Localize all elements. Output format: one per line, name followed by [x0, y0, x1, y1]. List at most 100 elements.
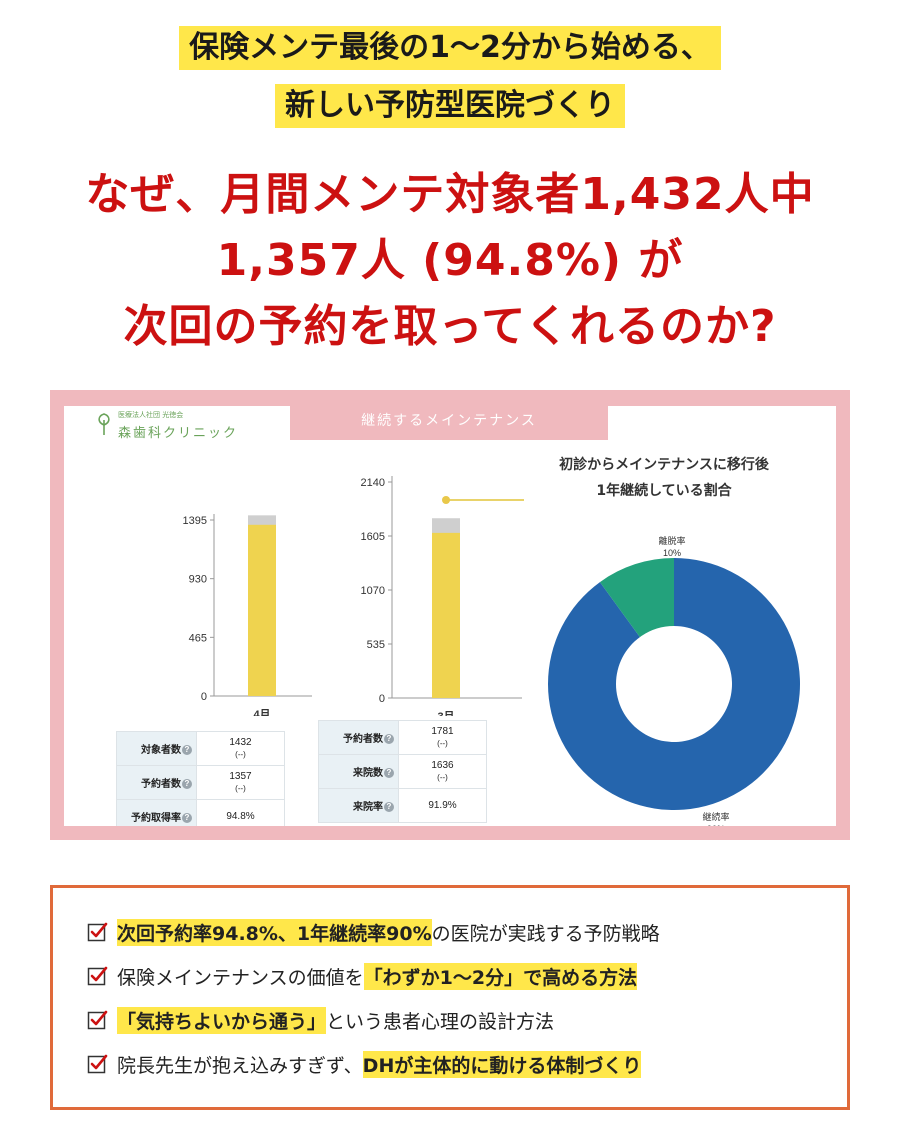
pie-title: 初診からメインテナンスに移行後 1年継続している割合	[514, 452, 814, 504]
feature-list-box: 次回予約率94.8%、1年継続率90% の医院が実践する予防戦略 保険メインテナン…	[50, 885, 850, 1110]
y-tick-label: 465	[189, 632, 207, 644]
stats-row: 来院率? 91.9%	[318, 788, 487, 823]
stats-label: 予約者数?	[318, 720, 399, 755]
checkbox-checked-icon	[87, 966, 108, 986]
stats-value: 1432 (--)	[196, 731, 285, 766]
april-bar-chart: 1395 930 465 0 4月	[174, 496, 314, 716]
y-tick-label: 535	[367, 639, 385, 651]
stats-value: 1781 (--)	[398, 720, 487, 755]
clinic-corp-name: 医療法人社団 光徳会	[118, 411, 184, 419]
y-tick-label: 1395	[183, 515, 207, 527]
retention-donut-chart: 離脱率 10% 継続率 90%	[548, 535, 800, 826]
dashboard-card: 継続するメインテナンス 医療法人社団 光徳会 森歯科クリニック 1395 930 4…	[64, 406, 836, 826]
stats-label-text: 来院数	[353, 768, 383, 779]
stats-label-text: 来院率	[353, 802, 383, 813]
stats-row: 予約取得率? 94.8%	[116, 799, 285, 826]
stats-row: 対象者数? 1432 (--)	[116, 731, 285, 766]
help-icon[interactable]: ?	[384, 802, 394, 813]
feature-text: 保険メインテナンスの価値を	[117, 966, 364, 989]
headline-line-1: なぜ、月間メンテ対象者1,432人中	[85, 169, 815, 220]
churn-value: 10%	[663, 548, 681, 558]
stats-value-text: 1357	[229, 770, 252, 782]
subtitle-line-2: 新しい予防型医院づくり	[0, 84, 900, 128]
stats-label-text: 予約者数	[343, 734, 383, 745]
y-tick-label: 0	[379, 693, 385, 705]
stats-label: 予約取得率?	[116, 799, 197, 826]
feature-text: という患者心理の設計方法	[326, 1010, 555, 1033]
y-tick-label: 2140	[361, 477, 385, 489]
feature-item-3: 「気持ちよいから通う」 という患者心理の設計方法	[87, 1004, 554, 1036]
donut-slice-churn	[599, 558, 674, 638]
churn-label: 離脱率	[658, 535, 685, 546]
checkbox-checked-icon	[87, 922, 108, 942]
y-tick-label: 0	[201, 691, 207, 703]
help-icon[interactable]: ?	[182, 813, 192, 824]
feature-highlight-text: DHが主体的に動ける体制づくり	[362, 1050, 642, 1078]
march-bar-chart: 2140 1605 1070 535 0 3月	[354, 472, 524, 716]
stats-value-text: 1636	[431, 759, 454, 771]
pie-title-line-1: 初診からメインテナンスに移行後	[559, 457, 769, 473]
april-chart-svg: 1395 930 465 0 4月	[183, 514, 312, 716]
retain-label: 継続率	[702, 811, 729, 822]
help-icon[interactable]: ?	[182, 779, 192, 790]
donut-slice-retain	[548, 558, 800, 810]
help-icon[interactable]: ?	[182, 745, 192, 756]
feature-item-4: 院長先生が抱え込みすぎず、 DHが主体的に動ける体制づくり	[87, 1048, 642, 1080]
tab-title: 継続するメインテナンス	[290, 406, 608, 440]
stats-row: 来院数? 1636 (--)	[318, 754, 487, 789]
stats-label-text: 予約取得率	[131, 813, 181, 824]
stats-value: 94.8%	[196, 799, 285, 826]
bar-main	[432, 532, 460, 698]
stats-value-sub: (--)	[235, 783, 246, 793]
feature-item-1: 次回予約率94.8%、1年継続率90% の医院が実践する予防戦略	[87, 916, 660, 948]
pie-title-line-2: 1年継続している割合	[596, 483, 732, 499]
feature-highlight-text: 次回予約率94.8%、1年継続率90%	[117, 918, 432, 946]
stats-label: 来院数?	[318, 754, 399, 789]
stats-value: 91.9%	[398, 788, 487, 823]
clinic-name: 森歯科クリニック	[118, 426, 239, 441]
category-label: 4月	[253, 708, 270, 716]
help-icon[interactable]: ?	[384, 734, 394, 745]
trend-point	[442, 496, 450, 504]
stats-value-text: 94.8%	[226, 810, 255, 822]
headline-line-3: 次回の予約を取ってくれるのか?	[123, 301, 777, 352]
headline-line-2: 1,357人 (94.8%) が	[216, 235, 684, 286]
feature-highlight-text: 「気持ちよいから通う」	[117, 1006, 327, 1034]
march-chart-svg: 2140 1605 1070 535 0 3月	[361, 476, 524, 716]
feature-highlight-text: 「わずか1〜2分」で高める方法	[363, 962, 638, 990]
stats-label-text: 予約者数	[141, 779, 181, 790]
feature-item-2: 保険メインテナンスの価値を 「わずか1〜2分」で高める方法	[87, 960, 638, 992]
april-stats-table: 対象者数? 1432 (--) 予約者数? 1357 (--) 予約取得率? 94.8%	[116, 731, 285, 826]
stats-value-text: 91.9%	[428, 799, 457, 811]
stats-label: 対象者数?	[116, 731, 197, 766]
stats-value: 1636 (--)	[398, 754, 487, 789]
stats-value-sub: (--)	[235, 749, 246, 759]
stats-label-text: 対象者数	[141, 745, 181, 756]
feature-text: 院長先生が抱え込みすぎず、	[117, 1054, 363, 1077]
stats-row: 予約者数? 1781 (--)	[318, 720, 487, 755]
stats-value-sub: (--)	[437, 738, 448, 748]
subtitle-line-2-text: 新しい予防型医院づくり	[275, 84, 625, 128]
category-label: 3月	[437, 710, 454, 716]
feature-text: の医院が実践する予防戦略	[431, 922, 660, 945]
stats-label: 来院率?	[318, 788, 399, 823]
stats-row: 予約者数? 1357 (--)	[116, 765, 285, 800]
stats-label: 予約者数?	[116, 765, 197, 800]
dashboard-panel: 継続するメインテナンス 医療法人社団 光徳会 森歯科クリニック 1395 930 4…	[50, 390, 850, 840]
help-icon[interactable]: ?	[384, 768, 394, 779]
y-tick-label: 1605	[361, 531, 385, 543]
subtitle-line-1-text: 保険メンテ最後の1〜2分から始める、	[179, 26, 721, 70]
checkbox-checked-icon	[87, 1010, 108, 1030]
stats-value-text: 1432	[229, 736, 252, 748]
stats-value: 1357 (--)	[196, 765, 285, 800]
bar-main	[248, 524, 276, 696]
y-tick-label: 1070	[361, 585, 385, 597]
subtitle-line-1: 保険メンテ最後の1〜2分から始める、	[0, 26, 900, 70]
retain-value: 90%	[707, 824, 725, 826]
stats-value-text: 1781	[431, 725, 454, 737]
y-tick-label: 930	[189, 574, 207, 586]
clinic-leaf-icon	[98, 413, 110, 435]
march-stats-table: 予約者数? 1781 (--) 来院数? 1636 (--) 来院率? 91.9%	[318, 720, 487, 823]
stats-value-sub: (--)	[437, 772, 448, 782]
checkbox-checked-icon	[87, 1054, 108, 1074]
